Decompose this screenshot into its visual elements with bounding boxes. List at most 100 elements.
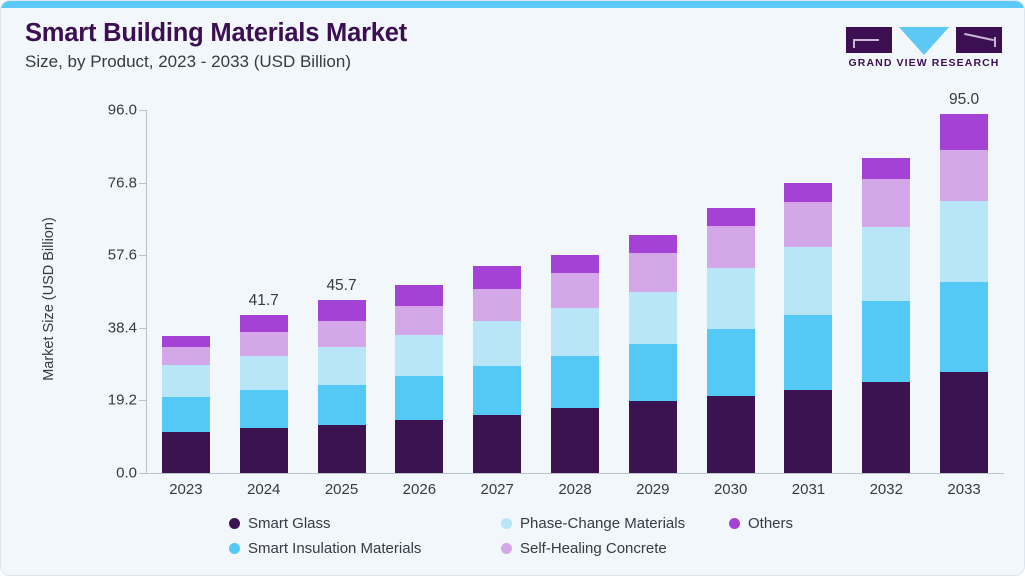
bar-stack <box>628 234 677 473</box>
bar-segment[interactable] <box>940 113 989 151</box>
bar-stack <box>784 183 833 473</box>
legend-item[interactable]: Smart Insulation Materials <box>229 540 421 557</box>
bar-segment[interactable] <box>706 328 755 397</box>
bar-segment[interactable] <box>161 397 210 433</box>
bar-segment[interactable] <box>239 332 288 356</box>
logo-triangle-icon <box>899 27 949 55</box>
bar-column[interactable]: 41.7 <box>239 110 288 473</box>
bar-stack <box>239 315 288 473</box>
bar-column[interactable]: 45.7 <box>317 110 366 473</box>
x-axis-tick-label: 2024 <box>247 481 281 498</box>
bar-segment[interactable] <box>473 288 522 322</box>
bar-column[interactable] <box>784 110 833 473</box>
legend-color-swatch-icon <box>729 518 740 529</box>
bar-segment[interactable] <box>551 255 599 273</box>
bar-segment[interactable] <box>940 281 989 373</box>
bar-segment[interactable] <box>784 247 833 315</box>
bar-stack <box>395 284 444 473</box>
bar-segment[interactable] <box>239 390 288 429</box>
bar-stack <box>706 207 755 473</box>
bar-segment[interactable] <box>862 178 911 227</box>
bar-segment[interactable] <box>862 226 911 302</box>
bar-segment[interactable] <box>784 389 833 473</box>
bar-segment[interactable] <box>395 306 444 336</box>
bar-segment[interactable] <box>473 415 522 473</box>
bar-column[interactable] <box>395 110 444 473</box>
bar-segment[interactable] <box>784 183 833 202</box>
plot-area: 41.7 45.7 95.0 <box>147 91 1003 473</box>
bar-stack <box>161 336 210 473</box>
bar-segment[interactable] <box>862 381 911 473</box>
bar-segment[interactable] <box>706 226 755 268</box>
bar-segment[interactable] <box>784 201 833 248</box>
bar-segment[interactable] <box>317 320 366 348</box>
bar-segment[interactable] <box>706 267 755 329</box>
bar-segment[interactable] <box>940 201 989 282</box>
legend-item[interactable]: Smart Glass <box>229 515 331 532</box>
bar-segment[interactable] <box>395 420 444 473</box>
bar-column[interactable] <box>551 110 599 473</box>
legend-row: Smart Insulation Materials Self-Healing C… <box>229 536 869 561</box>
bar-segment[interactable] <box>862 157 911 179</box>
bar-segment[interactable] <box>784 314 833 390</box>
bar-segment[interactable] <box>161 336 210 347</box>
bar-column[interactable] <box>628 110 677 473</box>
x-axis-tick-label: 2032 <box>869 481 903 498</box>
bar-segment[interactable] <box>473 265 522 289</box>
x-axis-tick-label: 2033 <box>947 481 981 498</box>
bar-segment[interactable] <box>395 376 444 421</box>
bar-segment[interactable] <box>628 400 677 473</box>
y-axis-tick-label: 19.2 <box>107 391 137 409</box>
bar-column[interactable] <box>473 110 522 473</box>
legend-color-swatch-icon <box>501 518 512 529</box>
bar-segment[interactable] <box>628 291 677 345</box>
legend-item[interactable]: Phase-Change Materials <box>501 515 685 532</box>
bar-segment[interactable] <box>706 207 755 227</box>
bar-segment[interactable] <box>473 321 522 366</box>
bar-segment[interactable] <box>239 315 288 333</box>
bar-column[interactable]: 95.0 <box>940 91 989 473</box>
bar-segment[interactable] <box>395 284 444 307</box>
x-axis-tick-label: 2023 <box>169 481 203 498</box>
bar-segment[interactable] <box>628 234 677 253</box>
bar-segment[interactable] <box>628 344 677 401</box>
bar-segment[interactable] <box>551 355 599 408</box>
bar-segment[interactable] <box>161 346 210 365</box>
bar-segment[interactable] <box>161 364 210 398</box>
y-axis-tick-label: 76.8 <box>107 174 137 192</box>
bar-segment[interactable] <box>317 424 366 473</box>
legend-label: Smart Glass <box>248 515 331 532</box>
top-accent-bar <box>1 1 1024 8</box>
bar-column[interactable] <box>862 110 911 473</box>
bar-segment[interactable] <box>317 300 366 321</box>
bar-stack <box>862 157 911 473</box>
bar-segment[interactable] <box>317 347 366 385</box>
y-axis-labels: 0.0 19.2 38.4 57.6 76.8 96.0 <box>9 1 137 575</box>
bar-segment[interactable] <box>239 428 288 473</box>
x-axis-tick-label: 2025 <box>324 481 359 498</box>
x-axis-tick-label: 2026 <box>402 481 437 498</box>
bar-segment[interactable] <box>940 150 989 202</box>
bar-segment[interactable] <box>862 301 911 382</box>
bar-stack <box>940 113 989 473</box>
bar-segment[interactable] <box>551 407 599 473</box>
bar-segment[interactable] <box>628 252 677 292</box>
bar-segment[interactable] <box>161 432 210 473</box>
bar-segment[interactable] <box>940 372 989 473</box>
legend-item[interactable]: Others <box>729 515 793 532</box>
bar-segment[interactable] <box>473 366 522 416</box>
bar-segment[interactable] <box>551 272 599 309</box>
x-axis-line <box>146 473 1004 474</box>
y-axis-tick-label: 57.6 <box>107 246 137 264</box>
bar-column[interactable] <box>706 110 755 473</box>
legend-item[interactable]: Self-Healing Concrete <box>501 540 667 557</box>
bar-segment[interactable] <box>317 384 366 425</box>
bar-column[interactable] <box>161 110 210 473</box>
logo-marks <box>846 27 1002 55</box>
bar-segment[interactable] <box>395 335 444 377</box>
legend-color-swatch-icon <box>229 518 240 529</box>
bar-segment[interactable] <box>239 355 288 391</box>
bar-segment[interactable] <box>551 308 599 356</box>
bar-segment[interactable] <box>706 396 755 473</box>
